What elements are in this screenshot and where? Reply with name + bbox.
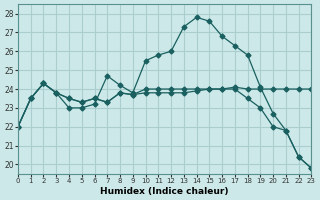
X-axis label: Humidex (Indice chaleur): Humidex (Indice chaleur) <box>100 187 229 196</box>
